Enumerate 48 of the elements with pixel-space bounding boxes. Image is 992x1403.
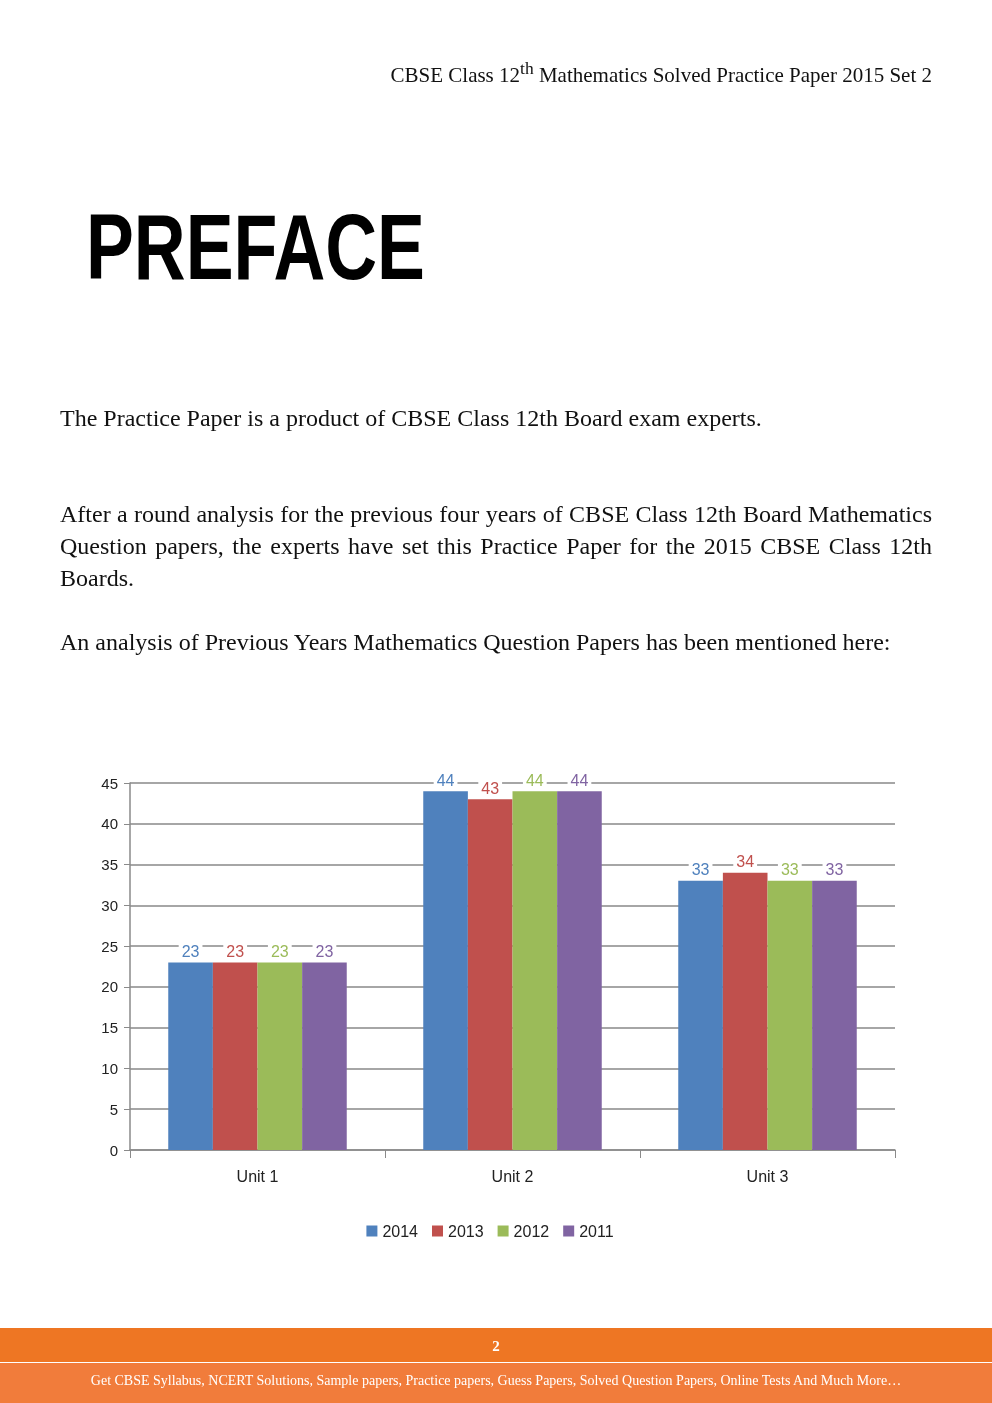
text: The Practice Paper is a product of CBSE Class 12th Board exam experts. [60, 404, 763, 433]
data-label: 44 [436, 771, 455, 789]
y-tick-label: 45 [101, 774, 118, 792]
bar [168, 962, 213, 1150]
data-label: 44 [525, 771, 544, 789]
text: CBSE Class 12$^{th}$ Mathematics Solved Practice Paper 2015 Set 2 [389, 57, 932, 89]
bar [512, 791, 558, 1150]
bar [257, 962, 303, 1150]
bar [423, 791, 468, 1150]
y-tick-label: 25 [101, 937, 118, 955]
legend-label: 2014 [382, 1222, 419, 1240]
data-label: 23 [226, 942, 245, 960]
y-tick-label: 0 [109, 1141, 118, 1159]
y-tick-label: 30 [101, 896, 118, 914]
data-label: 33 [825, 861, 844, 879]
y-tick-label: 15 [101, 1019, 118, 1037]
text: Get CBSE Syllabus, NCERT Solutions, Sample papers, Practice papers, Guess Papers, Solved Question Papers, Online Tests And Much More… [89, 1372, 903, 1390]
data-label: 33 [691, 861, 710, 879]
bar [467, 799, 513, 1150]
text: After a round analysis for the previous four years of CBSE Class 12th Board Mathematics Question papers, the experts have set this Practice Paper for the 2015 CBSE Class 12th Boards. [60, 500, 932, 593]
bar [678, 880, 723, 1150]
bar [722, 872, 768, 1150]
y-tick-label: 35 [101, 856, 118, 874]
legend-label: 2013 [448, 1222, 484, 1240]
y-tick-label: 10 [101, 1059, 118, 1077]
data-label: 34 [736, 853, 755, 871]
text: 2 [491, 1337, 501, 1356]
text: An analysis of Previous Years Mathematics Question Papers has been mentioned here: [60, 628, 892, 657]
legend-label: 2011 [579, 1222, 614, 1240]
x-tick-label: Unit 1 [236, 1167, 279, 1185]
y-tick-label: 20 [101, 978, 118, 996]
bar [767, 880, 813, 1150]
x-tick-label: Unit 2 [491, 1167, 534, 1185]
data-label: 23 [315, 942, 334, 960]
bar [302, 962, 347, 1150]
chart-title: PREFACE [86, 196, 425, 298]
data-label: 43 [481, 779, 500, 797]
bar [212, 962, 258, 1150]
x-tick-label: Unit 3 [746, 1167, 789, 1185]
data-label: 33 [780, 861, 799, 879]
legend-label: 2012 [513, 1222, 550, 1240]
y-tick-label: 5 [109, 1100, 118, 1118]
data-label: 44 [570, 771, 589, 789]
y-tick-label: 40 [101, 815, 118, 833]
data-label: 23 [181, 942, 200, 960]
bar [812, 880, 857, 1150]
data-label: 23 [270, 942, 289, 960]
bar [557, 791, 602, 1150]
